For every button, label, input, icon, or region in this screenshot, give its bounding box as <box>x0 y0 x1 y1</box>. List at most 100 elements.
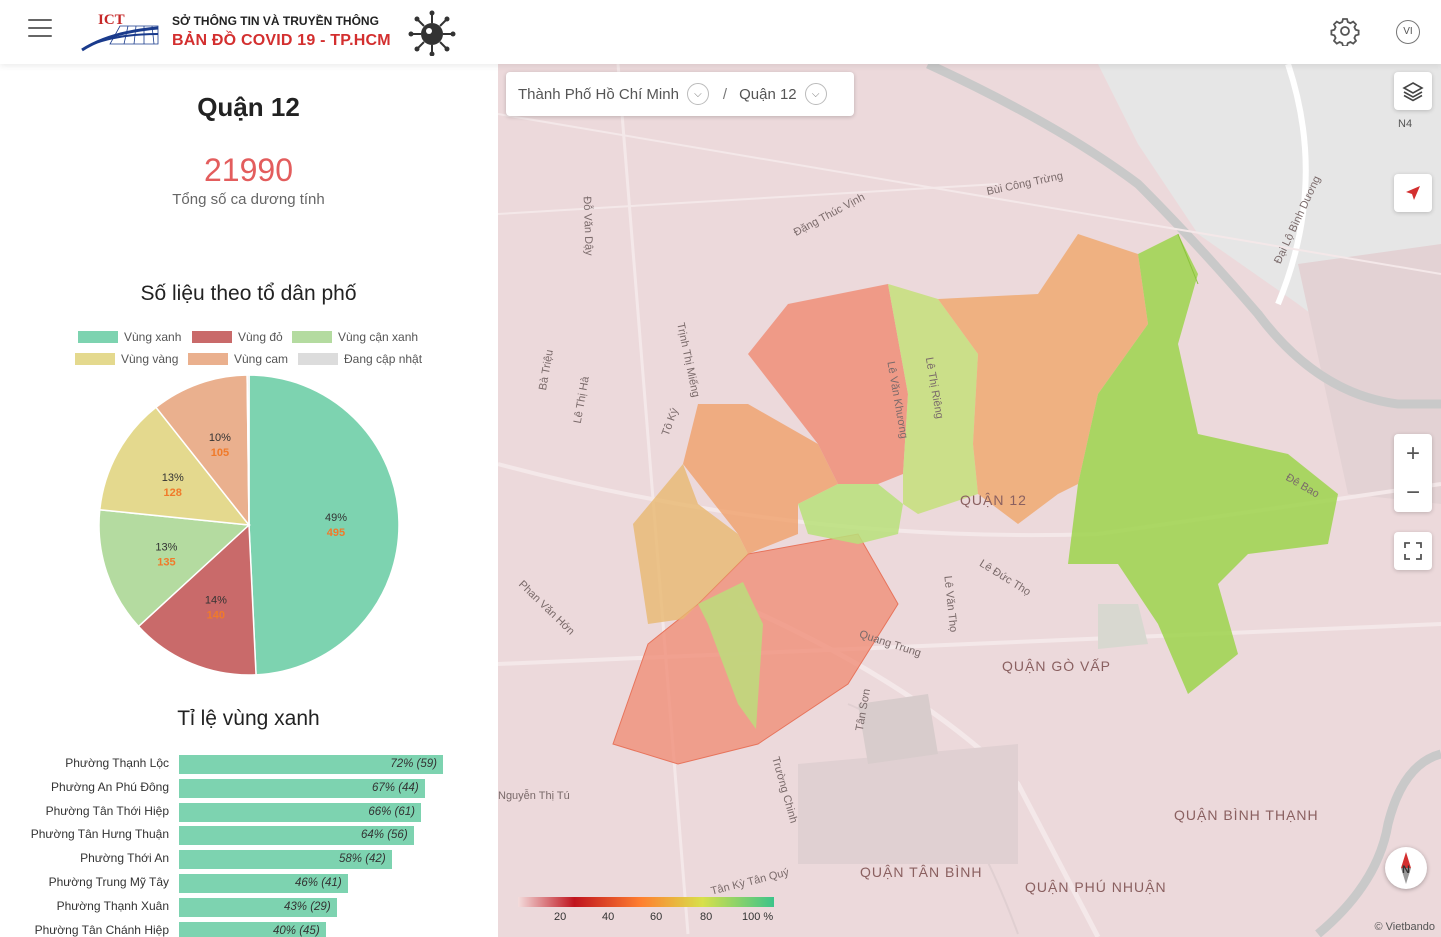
total-cases-value: 21990 <box>204 152 293 188</box>
colorbar-tick: 80 <box>700 911 713 923</box>
pie-slice[interactable] <box>154 374 250 528</box>
bar-section-title: Tỉ lệ vùng xanh <box>177 707 320 730</box>
layers-icon[interactable] <box>1394 72 1432 110</box>
brand-subtitle: SỞ THÔNG TIN VÀ TRUYỀN THÔNG <box>172 14 379 28</box>
breadcrumb-separator: / <box>722 85 728 103</box>
legend-label: Vùng cận xanh <box>338 330 419 344</box>
bar-row[interactable]: Phường Tân Hưng Thuận 64% (56) <box>0 823 497 846</box>
map-label-phunhuan: QUẬN PHÚ NHUẬN <box>1025 879 1167 895</box>
pie-percent-label: 10% <box>209 432 231 444</box>
bar-row[interactable]: Phường Thạnh Xuân 43% (29) <box>0 895 497 917</box>
bar-value-label: 72% (59) <box>390 758 437 770</box>
gear-icon[interactable] <box>1330 16 1360 46</box>
bar-fill[interactable]: 43% (29) <box>179 897 337 917</box>
legend-item-green[interactable]: Vùng xanh <box>78 330 181 344</box>
bar-ward-label: Phường Tân Thới Hiệp <box>45 803 169 818</box>
pie-slice[interactable] <box>98 508 251 628</box>
legend-swatch <box>188 353 228 365</box>
bar-fill[interactable]: 64% (56) <box>179 826 414 846</box>
stats-sidebar: Quận 12 21990 Tổng số ca dương tính Số l… <box>0 64 497 937</box>
pie-count-label: 135 <box>157 556 175 568</box>
pie-percent-label: 14% <box>205 594 227 606</box>
map-canvas[interactable] <box>498 64 1441 937</box>
legend-item-orange[interactable]: Vùng cam <box>188 352 288 366</box>
pie-count-label: 495 <box>327 527 345 539</box>
legend-swatch <box>298 353 338 365</box>
svg-text:ICT: ICT <box>98 12 125 28</box>
bar-row[interactable]: Phường Tân Chánh Hiệp 40% (45) <box>0 919 497 937</box>
bar-fill[interactable]: 58% (42) <box>179 850 392 870</box>
legend-label: Vùng vàng <box>121 352 179 366</box>
app-header: ICT SỞ THÔNG TIN VÀ TRUYỀN THÔNG BẢN ĐỒ … <box>0 0 1441 64</box>
bar-value-label: 67% (44) <box>371 781 419 794</box>
zoom-out-button[interactable]: − <box>1405 478 1420 506</box>
legend-item-updating[interactable]: Đang cập nhật <box>298 352 422 366</box>
brand-title: BẢN ĐỒ COVID 19 - TP.HCM <box>172 32 391 49</box>
svg-text:N: N <box>1402 864 1410 876</box>
legend-item-red[interactable]: Vùng đỏ <box>192 330 283 344</box>
legend-item-yellow[interactable]: Vùng vàng <box>75 352 178 366</box>
district-title: Quận 12 <box>197 92 300 122</box>
map-road-label: Nguyễn Thị Tú <box>498 790 570 802</box>
bar-ward-label: Phường Tân Hưng Thuận <box>30 827 169 842</box>
bar-row[interactable]: Phường Tân Thới Hiệp 66% (61) <box>0 800 497 822</box>
legend-label: Đang cập nhật <box>344 352 423 366</box>
map-road-label: Đỗ Văn Dậy <box>580 196 595 256</box>
total-cases-label: Tổng số ca dương tính <box>172 191 325 208</box>
compass-icon[interactable]: N <box>1385 847 1427 889</box>
map-label-quan12: QUẬN 12 <box>960 492 1027 508</box>
colorbar-tick: 100 % <box>742 911 774 923</box>
pie-chart: 49% 495 14% 140 13% 135 13% 128 10% 105 <box>98 374 400 676</box>
legend-swatch <box>78 331 118 343</box>
bar-row[interactable]: Phường Trung Mỹ Tây 46% (41) <box>0 871 497 893</box>
chevron-down-icon[interactable]: ⌵ <box>804 83 827 105</box>
bar-fill[interactable]: 66% (61) <box>179 802 421 822</box>
bar-value-label: 46% (41) <box>294 877 342 889</box>
map-label-govap: QUẬN GÒ VẤP <box>1002 658 1112 674</box>
bar-row[interactable]: Phường Thới An 58% (42) <box>0 847 497 870</box>
menu-icon[interactable] <box>28 19 52 41</box>
density-colorbar <box>518 897 774 907</box>
legend-label: Vùng đỏ <box>238 330 283 344</box>
legend-swatch <box>292 331 332 343</box>
pie-percent-label: 49% <box>325 512 347 524</box>
chevron-down-icon[interactable]: ⌵ <box>686 83 709 105</box>
language-switch[interactable]: VI <box>1396 20 1420 44</box>
locate-icon[interactable] <box>1394 174 1432 212</box>
map-label-tanbinh: QUẬN TÂN BÌNH <box>860 864 983 880</box>
pie-slice[interactable] <box>137 523 257 676</box>
zoom-controls: + − <box>1394 434 1432 512</box>
bar-value-label: 40% (45) <box>272 924 320 937</box>
pie-count-label: 128 <box>164 487 182 499</box>
pie-slice[interactable] <box>98 406 251 526</box>
bar-fill[interactable]: 72% (59) <box>179 755 443 774</box>
bar-row[interactable]: Phường An Phú Đông 67% (44) <box>0 776 497 798</box>
bar-fill[interactable]: 40% (45) <box>179 921 326 937</box>
map-scale-label: N4 <box>1398 118 1413 130</box>
breadcrumb-city[interactable]: Thành Phố Hồ Chí Minh <box>518 85 679 103</box>
bar-ward-label: Phường Thạnh Xuân <box>56 898 169 913</box>
pie-percent-label: 13% <box>155 541 177 553</box>
pie-section-title: Số liệu theo tổ dân phố <box>140 282 357 305</box>
ict-logo: ICT <box>81 12 159 52</box>
bar-ward-label: Phường Thới An <box>80 851 169 866</box>
bar-ward-label: Phường Tân Chánh Hiệp <box>34 922 169 937</box>
map-view[interactable]: QUẬN 12 QUẬN GÒ VẤP QUẬN BÌNH THẠNH QUẬN… <box>498 64 1441 937</box>
bar-row[interactable]: Phường Thạnh Lộc 72% (59) <box>0 752 497 774</box>
virus-icon <box>408 10 456 56</box>
colorbar-tick: 20 <box>554 911 567 923</box>
fullscreen-icon[interactable] <box>1394 532 1432 570</box>
bar-fill[interactable]: 46% (41) <box>179 874 348 893</box>
legend-item-near-green[interactable]: Vùng cận xanh <box>292 330 418 344</box>
bar-fill[interactable]: 67% (44) <box>179 778 425 798</box>
colorbar-tick: 40 <box>602 911 615 923</box>
bar-ward-label: Phường Trung Mỹ Tây <box>48 875 169 889</box>
legend-label: Vùng cam <box>234 352 289 366</box>
bar-value-label: 66% (61) <box>368 805 415 818</box>
zoom-in-button[interactable]: + <box>1405 439 1420 467</box>
location-breadcrumb: Thành Phố Hồ Chí Minh ⌵ / Quận 12 ⌵ <box>506 72 854 116</box>
pie-slice[interactable] <box>246 374 250 526</box>
pie-slice[interactable] <box>248 374 400 676</box>
map-label-binhthanh: QUẬN BÌNH THẠNH <box>1174 807 1319 823</box>
breadcrumb-district[interactable]: Quận 12 <box>739 85 797 103</box>
